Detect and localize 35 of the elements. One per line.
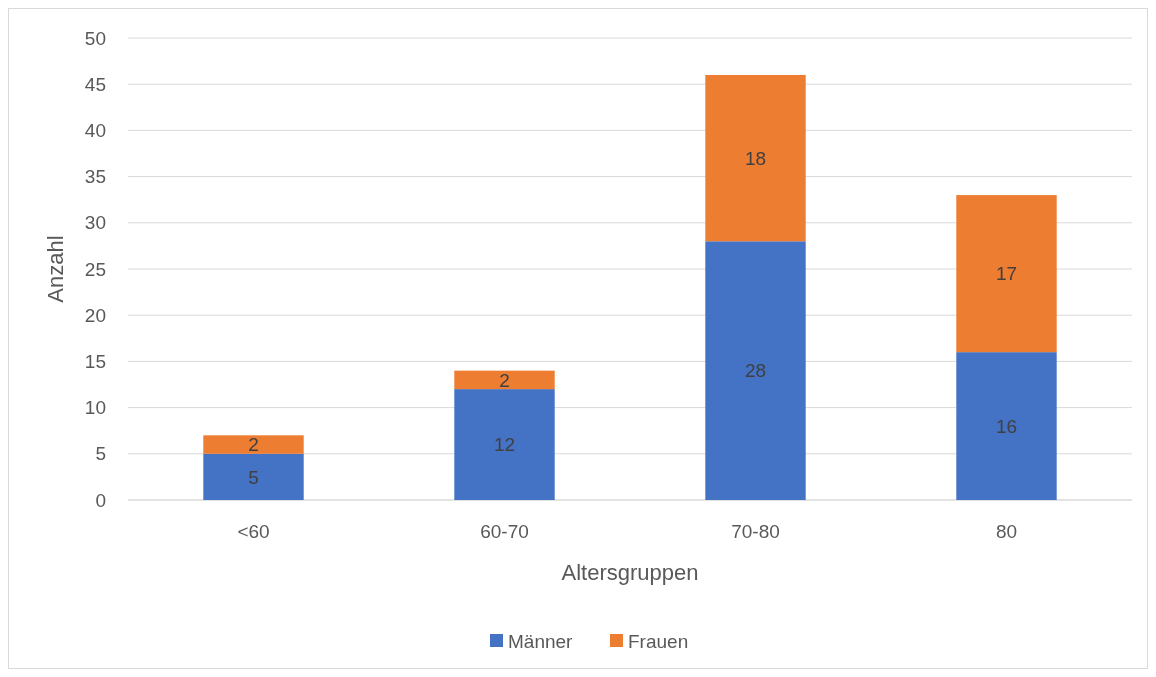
data-label: 2 xyxy=(248,434,259,456)
data-label: 16 xyxy=(995,415,1018,437)
bar xyxy=(705,74,806,242)
data-label: 12 xyxy=(493,434,516,456)
bar xyxy=(203,453,304,500)
y-tick-label: 10 xyxy=(84,397,106,419)
bar xyxy=(956,195,1057,353)
x-tick-label: 80 xyxy=(995,521,1018,542)
bar xyxy=(454,389,555,500)
bar xyxy=(956,352,1057,500)
y-axis-title: Anzahl xyxy=(43,235,68,303)
y-tick-label: 0 xyxy=(95,489,106,511)
x-tick-label: 70-80 xyxy=(731,521,780,542)
data-label: 2 xyxy=(499,369,510,391)
data-label: 18 xyxy=(744,147,767,169)
data-label: 17 xyxy=(995,263,1018,285)
y-tick-label: 40 xyxy=(84,120,106,142)
bar xyxy=(203,435,304,454)
y-tick-label: 20 xyxy=(84,304,106,326)
y-tick-label: 45 xyxy=(84,73,106,95)
x-axis-title: Altersgruppen xyxy=(561,560,699,585)
x-tick-label: <60 xyxy=(237,521,270,542)
data-label: 28 xyxy=(744,360,767,382)
legend-label: Frauen xyxy=(628,630,689,652)
y-tick-label: 5 xyxy=(95,443,106,465)
bar xyxy=(705,241,806,500)
legend-label: Männer xyxy=(508,630,574,652)
x-tick-label: 60-70 xyxy=(480,521,529,542)
y-tick-label: 15 xyxy=(84,351,106,373)
y-tick-label: 35 xyxy=(84,166,106,188)
data-label: 5 xyxy=(248,466,259,488)
y-tick-label: 30 xyxy=(84,212,106,234)
y-tick-label: 25 xyxy=(84,258,106,280)
y-tick-label: 50 xyxy=(84,27,106,49)
bar xyxy=(454,370,555,390)
